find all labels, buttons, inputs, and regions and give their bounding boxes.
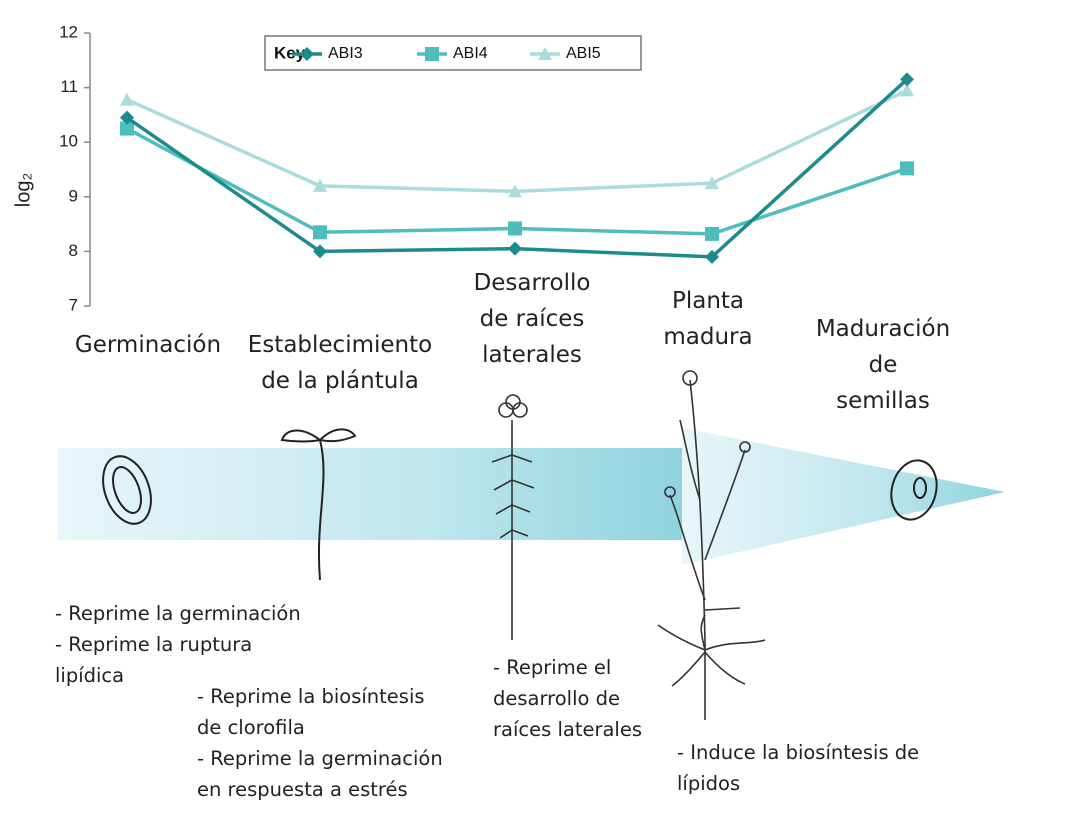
note: - Reprime el desarrollo de raíces latera… [493, 656, 643, 741]
marker [705, 226, 719, 241]
rosette-plant-illustration [491, 394, 535, 640]
marker [705, 176, 719, 190]
stage-label: Maduración de semillas [815, 316, 951, 414]
stage-label: Planta madura [663, 288, 753, 350]
legend-box [264, 35, 642, 71]
note: - Reprime la biosíntesis de clorofila - … [197, 685, 443, 801]
stage-label: Establecimiento de la plántula [247, 332, 433, 394]
mature-plant-illustration [657, 370, 766, 720]
stage-label: Desarrollo de raíces laterales [473, 270, 591, 368]
legend-label: ABI3 [328, 45, 363, 62]
development-arrow [58, 428, 1005, 565]
y-tick-label: 9 [69, 186, 78, 205]
marker [900, 72, 914, 87]
legend-marker [300, 47, 314, 61]
note: - Induce la biosíntesis de lípidos [677, 741, 920, 795]
marker [508, 221, 522, 236]
y-tick-label: 7 [69, 295, 78, 314]
legend-marker [538, 47, 552, 60]
marker [313, 244, 327, 259]
marker [313, 178, 327, 192]
marker [900, 161, 914, 176]
marker [705, 249, 719, 264]
y-tick-label: 10 [59, 132, 78, 151]
seedling-illustration [280, 428, 357, 581]
legend-marker [425, 47, 439, 61]
marker [313, 225, 327, 240]
seed-illustration [102, 455, 938, 525]
y-tick-label: 8 [69, 241, 78, 260]
marker [120, 121, 134, 136]
legend-label: ABI4 [453, 45, 488, 62]
marker [120, 110, 134, 125]
stage-label: Germinación [74, 332, 222, 358]
y-tick-label: 11 [60, 77, 78, 96]
marker [900, 83, 914, 97]
marker [120, 92, 134, 106]
note: - Reprime la germinación - Reprime la ru… [55, 602, 301, 687]
y-axis-label: log₂ [12, 173, 34, 207]
legend-label: ABI5 [566, 45, 601, 62]
series-line [126, 88, 908, 194]
y-tick-label: 12 [59, 22, 78, 41]
marker [508, 184, 522, 198]
marker [508, 241, 522, 256]
